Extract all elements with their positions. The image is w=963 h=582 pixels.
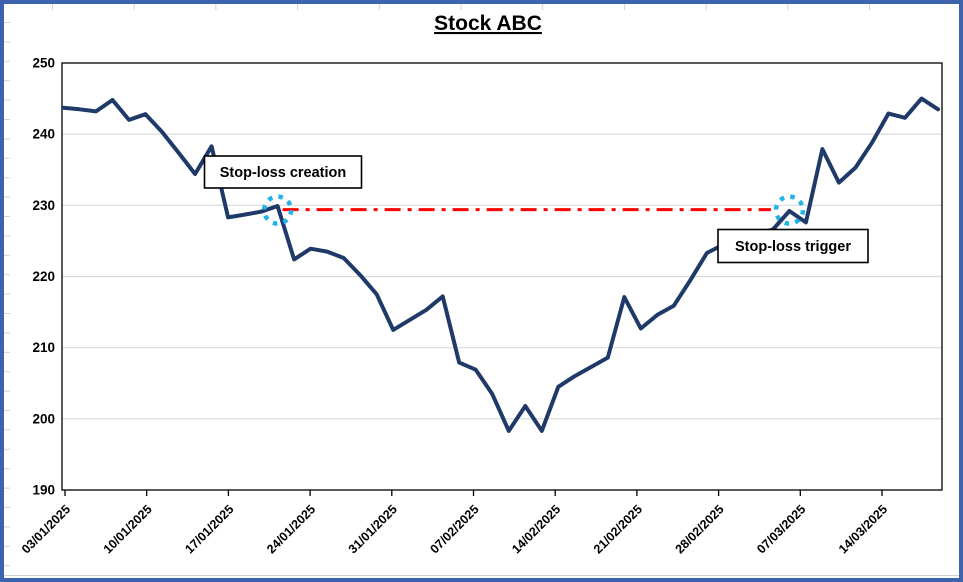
y-axis-label: 220 bbox=[32, 269, 55, 284]
x-axis-label: 17/01/2025 bbox=[182, 502, 236, 556]
price-line bbox=[61, 96, 940, 433]
x-axis-label: 31/01/2025 bbox=[346, 502, 400, 556]
y-axis-label: 250 bbox=[32, 56, 55, 71]
x-axis-label: 14/03/2025 bbox=[836, 502, 890, 556]
plot-border bbox=[61, 62, 943, 491]
y-axis-label: 240 bbox=[32, 127, 55, 142]
x-axis-label: 21/02/2025 bbox=[591, 502, 645, 556]
y-axis-label: 200 bbox=[32, 411, 55, 426]
x-axis-label: 24/01/2025 bbox=[264, 502, 318, 556]
creation-marker bbox=[261, 194, 294, 226]
x-axis-label: 03/01/2025 bbox=[19, 502, 73, 556]
stop-loss-creation-label: Stop-loss creation bbox=[220, 165, 347, 181]
y-axis-label: 190 bbox=[32, 483, 55, 498]
stop-loss-trigger-box bbox=[717, 228, 869, 264]
x-axis-label: 07/02/2025 bbox=[427, 502, 481, 556]
stop-loss-trigger-label: Stop-loss trigger bbox=[735, 239, 851, 255]
y-axis-label: 230 bbox=[32, 198, 55, 213]
x-axis-label: 10/01/2025 bbox=[101, 502, 155, 556]
x-axis-label: 07/03/2025 bbox=[754, 502, 808, 556]
x-axis-label: 14/02/2025 bbox=[509, 502, 563, 556]
stock-line-chart: 190 200 210 220 230 240 250 03/01/2025 10/01/202… bbox=[4, 4, 959, 576]
x-axis-label: 28/02/2025 bbox=[673, 502, 727, 556]
y-axis-label: 210 bbox=[32, 340, 55, 355]
trigger-marker bbox=[773, 194, 806, 226]
stop-loss-creation-box bbox=[203, 155, 363, 189]
chart-title: Stock ABC bbox=[434, 12, 542, 35]
